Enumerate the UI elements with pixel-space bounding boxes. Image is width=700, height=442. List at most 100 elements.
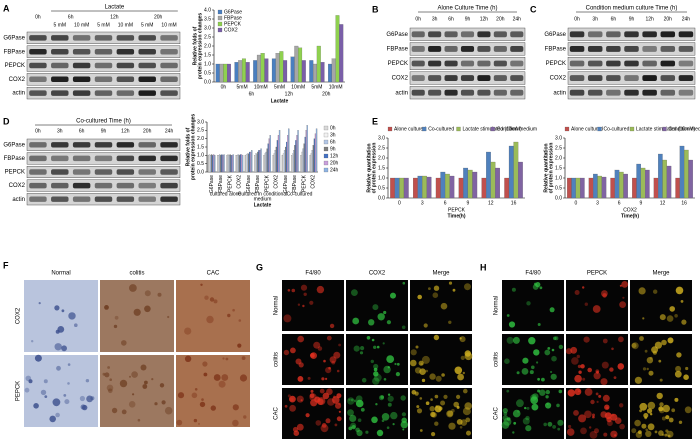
bar — [619, 171, 624, 199]
bar — [258, 150, 260, 173]
stain-spot — [641, 423, 647, 429]
stain-spot — [617, 363, 625, 370]
y-tick-label: 2.0 — [204, 43, 211, 49]
stain-spot — [200, 283, 203, 286]
x-tick-label: 6 — [618, 200, 621, 206]
stain-spot — [355, 395, 363, 403]
bar — [217, 155, 219, 173]
stain-spot — [662, 404, 670, 413]
stain-spot — [372, 304, 379, 311]
bar — [309, 60, 314, 83]
stain-spot — [360, 407, 365, 412]
stain-spot — [128, 401, 136, 408]
stain-spot — [368, 319, 375, 326]
bar — [311, 150, 313, 173]
bar — [302, 148, 304, 173]
bar — [320, 62, 325, 83]
stain-spot — [325, 377, 328, 380]
stain-spot — [675, 365, 682, 372]
bar — [658, 153, 663, 199]
legend-swatch — [323, 132, 329, 138]
bar — [207, 155, 210, 173]
blot-band — [51, 48, 69, 55]
stain-spot — [506, 336, 514, 344]
stain-spot — [232, 419, 239, 427]
row-label: FBPase — [545, 46, 567, 52]
blot-band — [587, 89, 603, 96]
y-tick-label: 2.0 — [197, 136, 204, 142]
stain-spot — [454, 366, 463, 375]
stain-spot — [674, 397, 679, 402]
stain-spot — [539, 286, 543, 290]
stain-spot — [676, 352, 682, 358]
stain-spot — [681, 319, 687, 325]
stain-spot — [590, 399, 595, 405]
bar — [219, 63, 224, 83]
bar — [221, 154, 223, 173]
stain-spot — [40, 389, 47, 396]
stain-spot — [547, 347, 551, 350]
stain-spot — [576, 354, 580, 359]
bar — [301, 151, 303, 173]
bar — [339, 24, 344, 83]
stain-spot — [348, 426, 353, 431]
stain-spot — [323, 359, 326, 363]
bar — [588, 177, 594, 199]
stain-spot — [674, 314, 678, 318]
bar — [219, 154, 221, 173]
stain-spot — [574, 388, 582, 396]
bar — [283, 60, 288, 83]
stain-spot — [119, 379, 128, 388]
blot-band — [72, 62, 91, 69]
blot-band — [72, 155, 91, 162]
stain-spot — [621, 281, 629, 288]
stain-spot — [547, 421, 553, 427]
stain-spot — [133, 308, 141, 316]
stain-spot — [501, 421, 510, 429]
stain-spot — [525, 415, 530, 421]
stain-spot — [446, 410, 454, 418]
stain-spot — [675, 286, 684, 295]
stain-spot — [516, 399, 524, 408]
stain-spot — [132, 393, 135, 396]
legend-label: 12h — [330, 153, 339, 159]
stain-spot — [650, 413, 653, 416]
bar — [593, 173, 598, 199]
y-tick-label: 2.5 — [197, 128, 204, 134]
legend-label: Alone cultured — [571, 126, 603, 132]
stain-spot — [452, 288, 456, 292]
time-label: 6h — [79, 128, 85, 134]
stain-spot — [592, 305, 601, 313]
legend-swatch — [217, 21, 223, 27]
blot-band — [138, 35, 156, 41]
stain-spot — [610, 413, 618, 421]
stain-spot — [332, 396, 340, 404]
bar — [504, 177, 510, 199]
bar — [293, 150, 295, 173]
bar — [675, 177, 680, 199]
stain-spot — [639, 402, 648, 411]
legend-label: Condition medium — [669, 126, 700, 132]
stain-spot — [204, 295, 209, 300]
stain-spot — [643, 413, 649, 418]
stain-spot — [382, 342, 385, 345]
stain-spot — [438, 406, 443, 411]
y-tick-label: 0.0 — [197, 169, 204, 175]
stain-spot — [159, 383, 165, 388]
bar — [249, 151, 251, 173]
stain-spot — [321, 377, 325, 381]
y-tick-label: 2.0 — [378, 155, 385, 161]
stain-spot — [151, 378, 154, 381]
stain-spot — [238, 319, 242, 322]
blot-band — [160, 169, 178, 175]
stain-spot — [464, 283, 471, 291]
stain-spot — [336, 416, 342, 422]
y-tick-label: 0.0 — [204, 79, 211, 85]
stain-spot — [596, 400, 599, 403]
stain-spot — [43, 379, 48, 384]
bar — [632, 177, 637, 199]
stain-spot — [658, 359, 662, 363]
time-label: 0h — [574, 16, 580, 22]
bar — [653, 177, 659, 199]
stain-spot — [592, 415, 595, 419]
